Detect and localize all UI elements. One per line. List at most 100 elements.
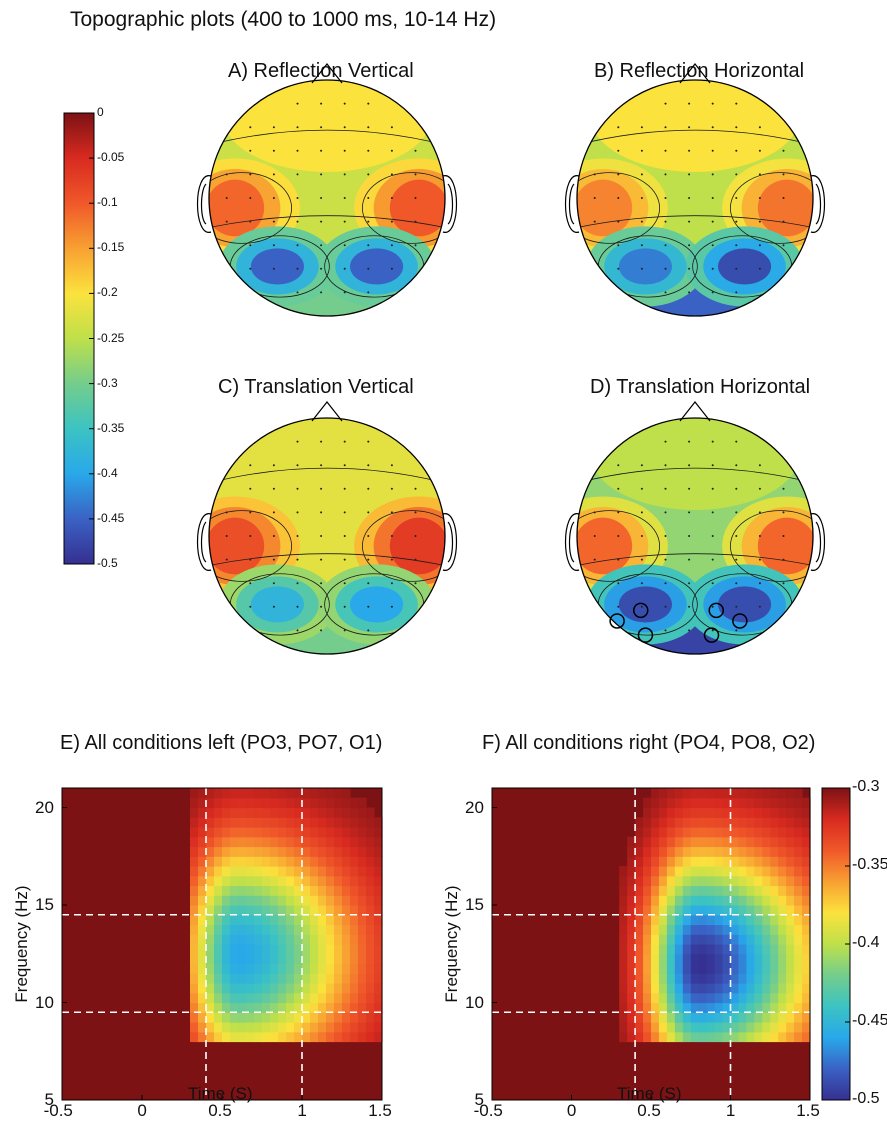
tf-cell bbox=[722, 973, 732, 984]
y-tick-label: 20 bbox=[35, 797, 54, 817]
tf-cell bbox=[334, 1012, 343, 1023]
tf-cell bbox=[310, 1002, 319, 1013]
electrode-dot bbox=[296, 558, 299, 561]
tf-cell bbox=[635, 992, 644, 1004]
tf-cell bbox=[294, 895, 303, 906]
tf-cell bbox=[238, 807, 247, 818]
tf-cell bbox=[238, 875, 247, 887]
tf-cell bbox=[238, 827, 247, 838]
electrode-dot bbox=[735, 464, 738, 467]
electrode-dot bbox=[711, 149, 714, 152]
tf-cell bbox=[746, 992, 755, 1004]
tf-cell bbox=[294, 992, 303, 1004]
electrode-dot bbox=[664, 582, 667, 585]
tf-cell bbox=[198, 827, 207, 838]
tf-cell bbox=[730, 817, 740, 828]
tf-cell bbox=[254, 827, 263, 838]
posterior-left-region bbox=[250, 586, 304, 623]
tf-cell bbox=[278, 983, 287, 994]
tf-cell bbox=[690, 924, 700, 935]
tf-cell bbox=[230, 1002, 239, 1013]
tf-cell bbox=[206, 827, 215, 838]
tf-cell bbox=[802, 963, 811, 974]
tf-cell bbox=[754, 866, 763, 877]
tf-cell bbox=[230, 1031, 239, 1043]
tf-cell bbox=[262, 924, 271, 935]
tf-cell bbox=[190, 836, 199, 848]
tf-cell bbox=[690, 963, 700, 974]
tf-cell bbox=[762, 1022, 771, 1033]
tf-cell bbox=[730, 924, 740, 935]
tf-cell bbox=[770, 1022, 779, 1033]
tf-cell bbox=[318, 992, 327, 1004]
colorbar-tick-label: -0.4 bbox=[97, 465, 118, 480]
tf-cell bbox=[770, 924, 779, 935]
tf-cell bbox=[730, 914, 740, 926]
tf-cell bbox=[738, 973, 747, 984]
tf-cell bbox=[230, 846, 239, 857]
tf-cell bbox=[754, 836, 763, 848]
tf-cell bbox=[682, 856, 692, 867]
tf-cell bbox=[682, 875, 692, 887]
electrode-dot bbox=[711, 629, 714, 632]
tf-cell bbox=[762, 836, 771, 848]
tf-cell bbox=[706, 934, 716, 945]
tf-cell bbox=[762, 875, 771, 887]
posterior-right-region bbox=[718, 248, 772, 285]
tf-cell bbox=[714, 963, 724, 974]
tf-cell bbox=[658, 807, 668, 818]
right-ear-icon bbox=[442, 175, 457, 233]
tf-cell bbox=[746, 973, 755, 984]
tf-cell bbox=[714, 846, 724, 857]
electrode-dot bbox=[343, 102, 346, 105]
tf-cell bbox=[730, 856, 740, 867]
tf-cell bbox=[374, 963, 383, 974]
tf-cell bbox=[802, 807, 811, 818]
electrode-dot bbox=[390, 487, 393, 490]
tf-colorbar-tick-label: -0.45 bbox=[852, 1012, 887, 1029]
tf-cell bbox=[222, 788, 231, 799]
electrode-dot bbox=[343, 440, 346, 443]
tf-cell bbox=[342, 895, 351, 906]
tf-cell bbox=[270, 944, 279, 955]
tf-cell bbox=[746, 807, 755, 818]
tf-cell bbox=[246, 827, 255, 838]
tf-cell bbox=[666, 1022, 676, 1033]
tf-cell bbox=[214, 914, 223, 926]
tf-cell bbox=[198, 895, 207, 906]
tf-cell bbox=[334, 1031, 343, 1043]
topography-layer bbox=[197, 63, 825, 655]
tf-cell bbox=[762, 953, 771, 965]
electrode-dot bbox=[688, 149, 691, 152]
electrode-dot bbox=[249, 244, 252, 247]
tf-cell bbox=[318, 934, 327, 945]
scalp-field bbox=[577, 418, 813, 654]
tf-cell bbox=[374, 817, 383, 828]
electrode-dot bbox=[390, 582, 393, 585]
tf-cell bbox=[310, 924, 319, 935]
electrode-dot bbox=[664, 102, 667, 105]
electrode-dot bbox=[249, 558, 252, 561]
electrode-dot bbox=[758, 126, 761, 129]
tf-cell bbox=[342, 875, 351, 887]
tf-cell bbox=[794, 1012, 803, 1023]
tf-cell bbox=[770, 1031, 779, 1043]
tf-cell bbox=[802, 866, 811, 877]
tf-cell bbox=[358, 827, 367, 838]
x-tick-label: 1 bbox=[297, 1101, 307, 1120]
tf-cell bbox=[738, 788, 747, 799]
electrode-dot bbox=[782, 582, 785, 585]
tf-cell bbox=[238, 983, 247, 994]
tf-cell bbox=[651, 788, 660, 799]
tf-cell bbox=[794, 934, 803, 945]
tf-cell bbox=[714, 827, 724, 838]
tf-cell bbox=[198, 924, 207, 935]
tf-cell bbox=[334, 866, 343, 877]
electrode-dot bbox=[249, 605, 252, 608]
panel-c-title: C) Translation Vertical bbox=[218, 376, 414, 398]
tf-cell bbox=[658, 963, 668, 974]
tf-cell bbox=[706, 797, 716, 809]
tf-cell bbox=[786, 953, 795, 965]
tf-cell bbox=[254, 992, 263, 1004]
